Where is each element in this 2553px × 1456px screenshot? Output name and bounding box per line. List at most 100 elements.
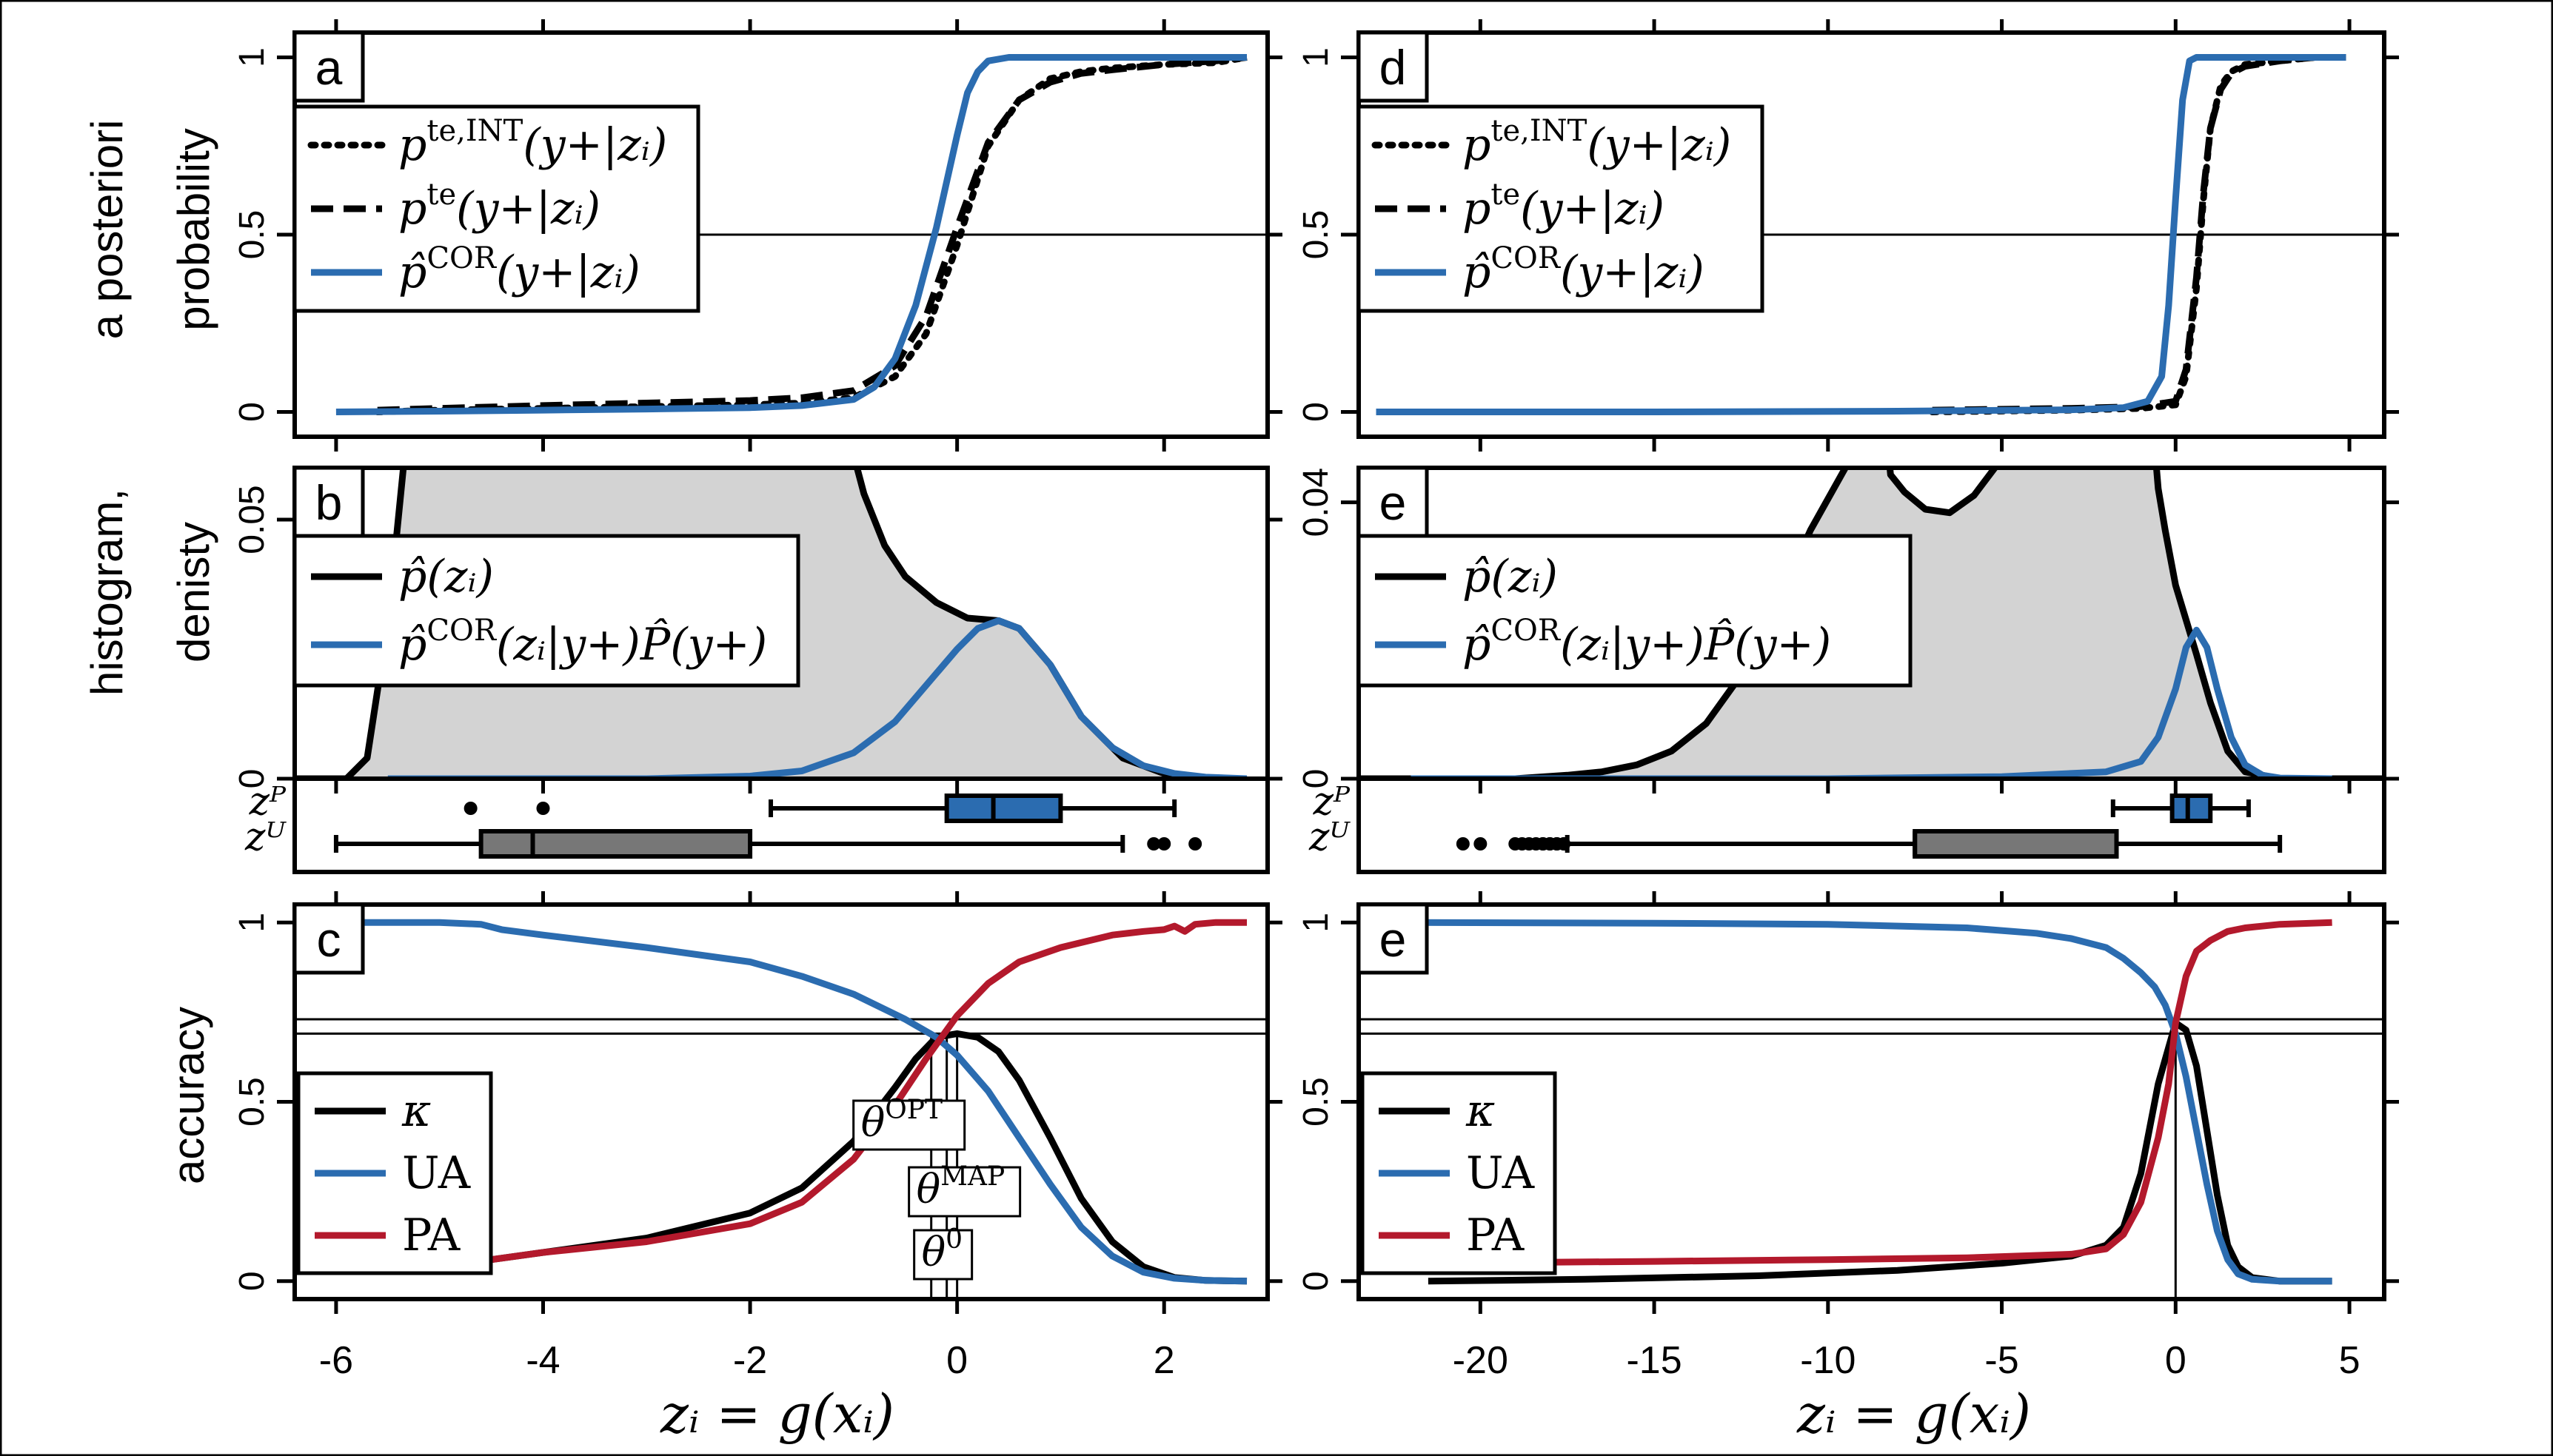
- x-tick-label-left-0: -6: [319, 1339, 353, 1382]
- panel-frame-c: [292, 902, 1270, 1301]
- legend-label-main: p̂: [1462, 551, 1490, 603]
- panel-frame-e2: [1356, 902, 2386, 1301]
- y-tick-label-e2-2: 1: [1296, 913, 1336, 933]
- legend-label-main: p: [398, 183, 426, 235]
- y-tick-label-a-2: 1: [232, 47, 272, 67]
- legend-label-tail: (y+|zᵢ): [456, 183, 600, 235]
- legend-label-main: κ: [1465, 1085, 1495, 1137]
- legend-label-main: UA: [1466, 1147, 1535, 1199]
- threshold-label-box-0: [852, 1099, 966, 1151]
- box-row-label-e_box-0: zᴾ: [1313, 779, 1351, 824]
- legend-label-main: p: [1462, 183, 1490, 235]
- series-line-d-1: [1932, 54, 2346, 414]
- panel-d-plot: 00.51 dpte,INT(y+|zᵢ)pte(y+|zᵢ)p̂COR(y+|z…: [1296, 19, 2399, 452]
- threshold-label-sup: 0: [946, 1224, 963, 1255]
- series-line-e-0: [1359, 468, 2384, 779]
- legend-label-main: PA: [1466, 1210, 1525, 1261]
- panel-e-plot: 00.04 ep̂(zᵢ)p̂COR(zᵢ|y+)P̂(y+): [1296, 466, 2399, 794]
- panel-frame-e_box: [1356, 776, 2386, 874]
- x-tick-label-right-3: -5: [1984, 1339, 2018, 1382]
- legend-label-d-2: p̂COR(y+|zᵢ): [1462, 241, 1704, 298]
- box-outlier-zU-0: [1147, 837, 1161, 851]
- panel-letter-b: b: [315, 475, 343, 530]
- y-tick-label-e2-0: 0: [1296, 1271, 1336, 1291]
- legend-label-a-1: pte(y+|zᵢ): [398, 178, 600, 235]
- series-line-e2-0: [1428, 1019, 2332, 1285]
- plot-area-a: [335, 54, 1251, 415]
- threshold-label-box-2: [913, 1229, 974, 1281]
- y-tick-label-c-0: 0: [232, 1271, 272, 1291]
- legend-label-e2-1: UA: [1466, 1147, 1535, 1199]
- legend-label-a-2: p̂COR(y+|zᵢ): [398, 241, 640, 298]
- box-iqr-zP: [944, 794, 1063, 823]
- legend-label-sup: te: [426, 178, 456, 212]
- box-iqr-zU: [1913, 829, 2119, 859]
- legend-label-e2-0: κ: [1465, 1085, 1495, 1137]
- threshold-label-main: θ: [922, 1229, 946, 1275]
- y-tick-label-c-1: 0.5: [232, 1077, 272, 1127]
- legend-box-b: [292, 534, 800, 688]
- panel-letter-box-a: [292, 30, 365, 103]
- legend-label-c-1: UA: [402, 1147, 471, 1199]
- row-label-posterior-2: probability: [169, 128, 218, 331]
- y-tick-label-d-0: 0: [1296, 402, 1336, 422]
- legend-label-d-1: pte(y+|zᵢ): [1462, 178, 1664, 235]
- legend-label-sup: te,INT: [1490, 114, 1587, 148]
- legend-label-tail: (y+|zᵢ): [1560, 246, 1704, 298]
- series-line-a-1: [377, 54, 1248, 414]
- box-outlier-dense: [1557, 837, 1570, 851]
- threshold-label-1: θMAP: [917, 1161, 1006, 1212]
- legend-label-main: UA: [402, 1147, 471, 1199]
- y-tick-label-e2-1: 0.5: [1296, 1077, 1336, 1127]
- threshold-label-box-1: [908, 1166, 1022, 1218]
- threshold-label-sup: MAP: [940, 1161, 1005, 1192]
- legend-label-a-0: pte,INT(y+|zᵢ): [398, 114, 667, 171]
- legend-label-main: p: [398, 119, 426, 171]
- legend-label-main: p̂: [1462, 619, 1490, 671]
- series-line-e-1: [1411, 626, 2332, 779]
- panel-letter-d: d: [1379, 40, 1407, 95]
- panel-letter-c: c: [317, 912, 341, 967]
- legend-label-main: p: [1462, 119, 1490, 171]
- panel-letter-box-d: [1356, 30, 1429, 103]
- legend-label-main: p̂: [398, 246, 426, 298]
- x-tick-label-left-3: 0: [946, 1339, 968, 1382]
- box-outlier-zP-0: [464, 802, 478, 815]
- panel-a-plot: 00.51 apte,INT(y+|zᵢ)pte(y+|zᵢ)p̂COR(y+|z…: [232, 19, 1282, 452]
- box-iqr-zP: [2169, 794, 2213, 823]
- box-row-label-b_box-0: zᴾ: [249, 779, 287, 824]
- panel-letter-e2: e: [1379, 912, 1407, 967]
- y-tick-label-e-1: 0.04: [1296, 468, 1336, 537]
- plot-area-e2: [1411, 919, 2332, 1299]
- x-tick-label-left-2: -2: [733, 1339, 767, 1382]
- x-tick-label-left-1: -4: [526, 1339, 560, 1382]
- legend-label-b-0: p̂(zᵢ): [398, 551, 494, 603]
- series-line-e2-2: [1428, 919, 2332, 1267]
- panel-letter-box-c: [292, 902, 365, 975]
- series-line-c-1: [335, 919, 1248, 1285]
- x-tick-label-right-2: -10: [1800, 1339, 1856, 1382]
- row-label-density-1: histogram,: [82, 489, 132, 696]
- series-line-b-1: [387, 617, 1248, 779]
- series-line-c-2: [490, 919, 1247, 1264]
- x-axis-right: -20 -15 -10 -5 0 5: [1453, 1339, 2360, 1382]
- plot-area-d: [1376, 54, 2349, 415]
- threshold-label-main: θ: [917, 1166, 941, 1212]
- y-tick-label-d-1: 0.5: [1296, 210, 1336, 260]
- panel-letter-box-e2: [1356, 902, 1429, 975]
- series-line-d-2: [1376, 54, 2346, 415]
- panel-b-plot: 00.05 bp̂(zᵢ)p̂COR(zᵢ|y+)P̂(y+): [232, 466, 1282, 794]
- legend-label-tail: (y+|zᵢ): [1520, 183, 1664, 235]
- legend-label-tail: (zᵢ): [1490, 551, 1558, 603]
- y-tick-label-d-2: 1: [1296, 47, 1336, 67]
- box-outlier-zU-1: [1157, 837, 1171, 851]
- legend-label-main: p̂: [398, 551, 426, 603]
- legend-label-e2-2: PA: [1466, 1210, 1525, 1261]
- y-tick-label-a-1: 0.5: [232, 210, 272, 260]
- y-tick-label-a-0: 0: [232, 402, 272, 422]
- legend-label-sup: COR: [1490, 241, 1561, 275]
- panel-letter-a: a: [315, 40, 343, 95]
